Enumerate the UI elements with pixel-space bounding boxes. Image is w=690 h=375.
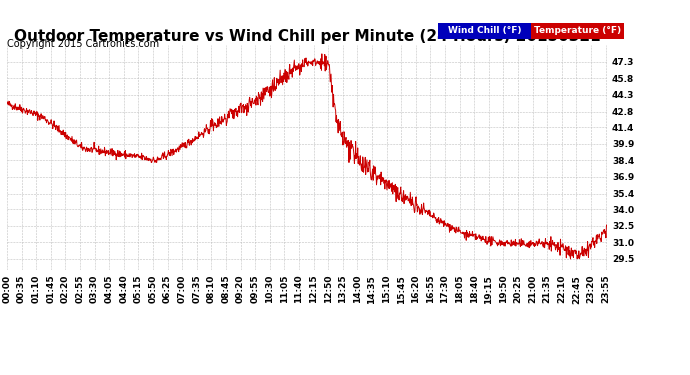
Text: Wind Chill (°F): Wind Chill (°F)	[448, 26, 522, 36]
Text: Temperature (°F): Temperature (°F)	[534, 26, 622, 36]
Text: Copyright 2015 Cartronics.com: Copyright 2015 Cartronics.com	[7, 39, 159, 50]
Title: Outdoor Temperature vs Wind Chill per Minute (24 Hours) 20150321: Outdoor Temperature vs Wind Chill per Mi…	[14, 29, 600, 44]
